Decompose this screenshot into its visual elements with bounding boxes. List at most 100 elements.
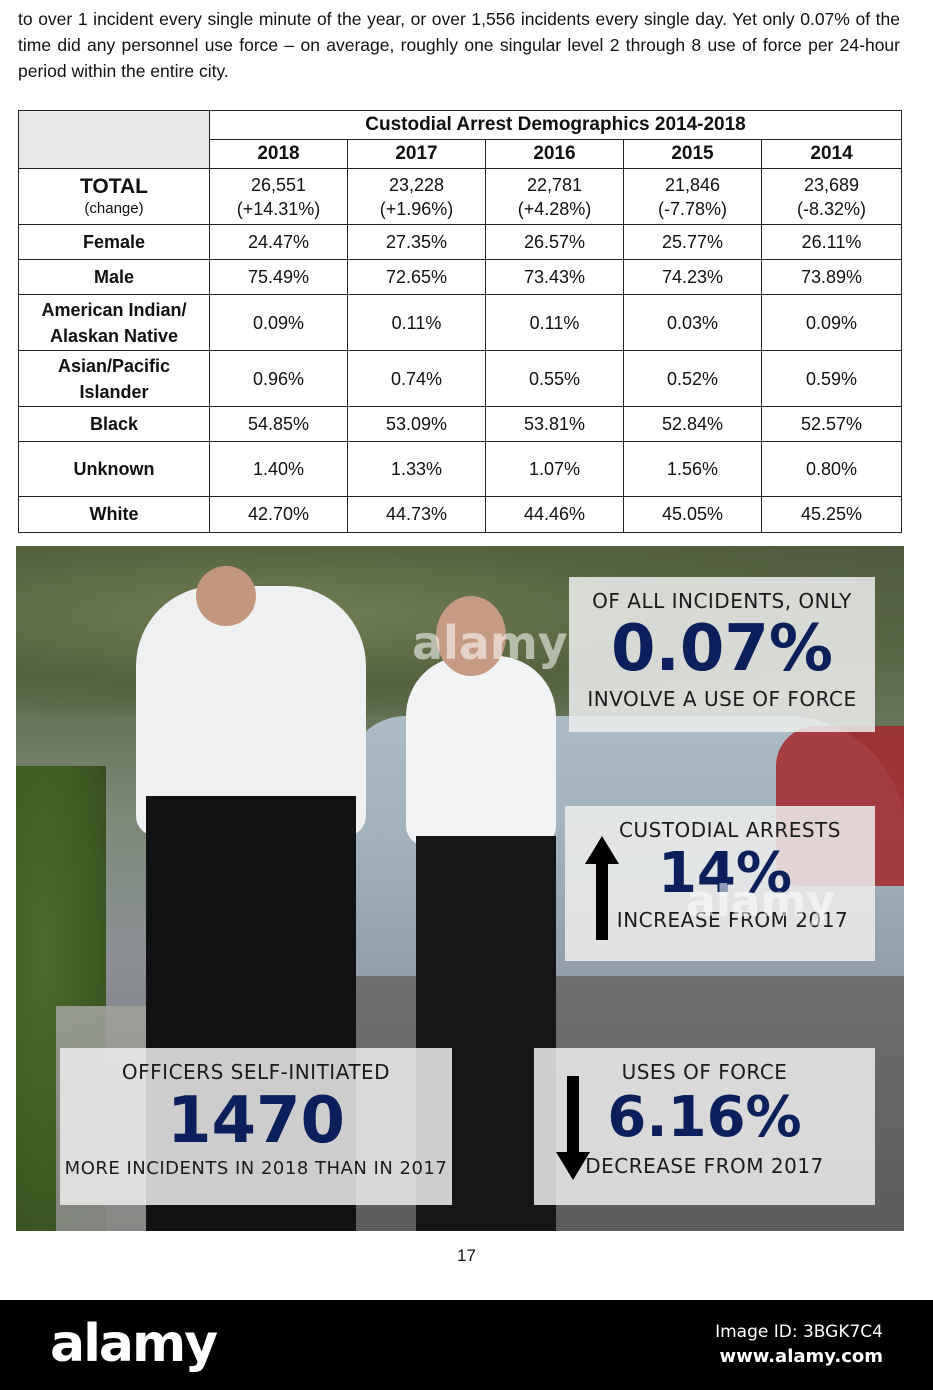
page-number: 17 [457,1246,476,1265]
row-label: Black [18,406,210,442]
row-label-total: TOTAL (change) [18,168,210,225]
panel-big-number: 0.07% [610,612,834,686]
year-header: 2016 [485,139,624,169]
table-cell: 0.55% [485,350,624,407]
intro-paragraph: to over 1 incident every single minute o… [18,6,900,84]
total-value: 23,689 [803,174,860,195]
infographic-photo: OF ALL INCIDENTS, ONLY 0.07% INVOLVE A U… [16,546,904,1231]
table-cell: 0.11% [485,294,624,351]
row-label: Female [18,224,210,260]
watermark: alamy [412,616,568,670]
table-cell: 25.77% [623,224,762,260]
table-row-white: White 42.70% 44.73% 44.46% 45.05% 45.25% [18,496,903,533]
year-header: 2018 [209,139,348,169]
total-cell: 22,781 (+4.28%) [485,168,624,225]
table-cell: 73.43% [485,259,624,295]
officer-left-shirt [136,586,366,836]
intro-text: to over 1 incident every single minute o… [18,9,900,81]
table-cell: 45.25% [760,496,903,533]
table-cell: 0.74% [347,350,486,407]
table-cell: 0.09% [760,294,903,351]
year-header: 2014 [760,139,903,169]
table-cell: 1.40% [209,441,348,497]
table-cell: 26.57% [485,224,624,260]
table-cell: 53.09% [347,406,486,442]
table-cell: 0.52% [623,350,762,407]
officer-right-head [436,596,506,676]
alamy-logo: alamy [50,1314,218,1374]
table-cell: 72.65% [347,259,486,295]
image-id: Image ID: 3BGK7C4 [715,1322,883,1342]
watermark: alamy [686,876,835,927]
total-change: (+4.28%) [517,198,592,219]
table-cell: 1.33% [347,441,486,497]
row-label-line: Asian/Pacific [57,355,171,376]
table-row-black: Black 54.85% 53.09% 53.81% 52.84% 52.57% [18,406,903,442]
custodial-arrest-table: Custodial Arrest Demographics 2014-2018 … [18,110,903,533]
table-row-male: Male 75.49% 72.65% 73.43% 74.23% 73.89% [18,259,903,295]
table-cell: 53.81% [485,406,624,442]
table-row-total: TOTAL (change) 26,551 (+14.31%) 23,228 (+1… [18,168,903,225]
table-cell: 44.73% [347,496,486,533]
table-cell: 0.96% [209,350,348,407]
table-cell: 0.59% [760,350,903,407]
total-value: 23,228 [388,174,445,195]
table-cell: 1.07% [485,441,624,497]
row-label: Male [18,259,210,295]
panel-bottom-text: DECREASE FROM 2017 [585,1154,824,1178]
total-value: 21,846 [664,174,721,195]
uses-of-force-panel: USES OF FORCE 6.16% DECREASE FROM 2017 [534,1048,875,1205]
table-cell: 0.11% [347,294,486,351]
total-cell: 23,689 (-8.32%) [760,168,903,225]
panel-top-text: CUSTODIAL ARRESTS [619,818,841,842]
table-cell: 27.35% [347,224,486,260]
panel-big-number: 14% [657,841,793,906]
table-cell: 54.85% [209,406,348,442]
table-cell: 52.84% [623,406,762,442]
arrow-down-icon [556,1076,590,1180]
row-label: Asian/Pacific Islander [18,350,210,407]
total-change: (-7.78%) [657,198,728,219]
panel-bottom-text: INCREASE FROM 2017 [616,908,849,932]
table-row-female: Female 24.47% 27.35% 26.57% 25.77% 26.11… [18,224,903,260]
table-cell: 73.89% [760,259,903,295]
year-header: 2015 [623,139,762,169]
row-label-line: American Indian/ [41,299,187,320]
total-label: TOTAL [79,174,149,198]
table-row-asian-pacific: Asian/Pacific Islander 0.96% 0.74% 0.55% … [18,350,903,407]
table-cell: 52.57% [760,406,903,442]
table-cell: 42.70% [209,496,348,533]
table-cell: 45.05% [623,496,762,533]
total-change: (-8.32%) [797,198,867,219]
table-cell: 0.80% [760,441,903,497]
table-corner [18,110,210,169]
total-change: (+14.31%) [236,198,321,219]
self-initiated-panel: OFFICERS SELF-INITIATED 1470 MORE INCIDE… [60,1048,452,1205]
table-cell: 44.46% [485,496,624,533]
officer-right-shirt [406,656,556,846]
row-label: Unknown [18,441,210,497]
table-row-unknown: Unknown 1.40% 1.33% 1.07% 1.56% 0.80% [18,441,903,497]
total-value: 26,551 [250,174,307,195]
total-cell: 26,551 (+14.31%) [209,168,348,225]
total-sublabel: (change) [84,199,144,217]
table-cell: 74.23% [623,259,762,295]
row-label-line: Islander [79,381,149,402]
row-label: American Indian/Alaskan Native [18,294,210,351]
panel-bottom-text: INVOLVE A USE OF FORCE [587,687,857,711]
use-of-force-panel: OF ALL INCIDENTS, ONLY 0.07% INVOLVE A U… [569,577,875,732]
table-cell: 0.09% [209,294,348,351]
table-cell: 1.56% [623,441,762,497]
panel-top-text: OFFICERS SELF-INITIATED [121,1060,391,1084]
table-row-american-indian: American Indian/Alaskan Native 0.09% 0.1… [18,294,903,351]
table-cell: 0.03% [623,294,762,351]
total-change: (+1.96%) [379,198,454,219]
officer-left-head [196,566,256,626]
panel-big-number: 6.16% [607,1085,802,1150]
panel-top-text: USES OF FORCE [621,1060,788,1084]
table-cell: 26.11% [760,224,903,260]
table-title: Custodial Arrest Demographics 2014-2018 [208,110,903,140]
total-value: 22,781 [526,174,583,195]
row-label-line: Alaskan Native [49,325,179,346]
site-link[interactable]: www.alamy.com [719,1346,883,1367]
